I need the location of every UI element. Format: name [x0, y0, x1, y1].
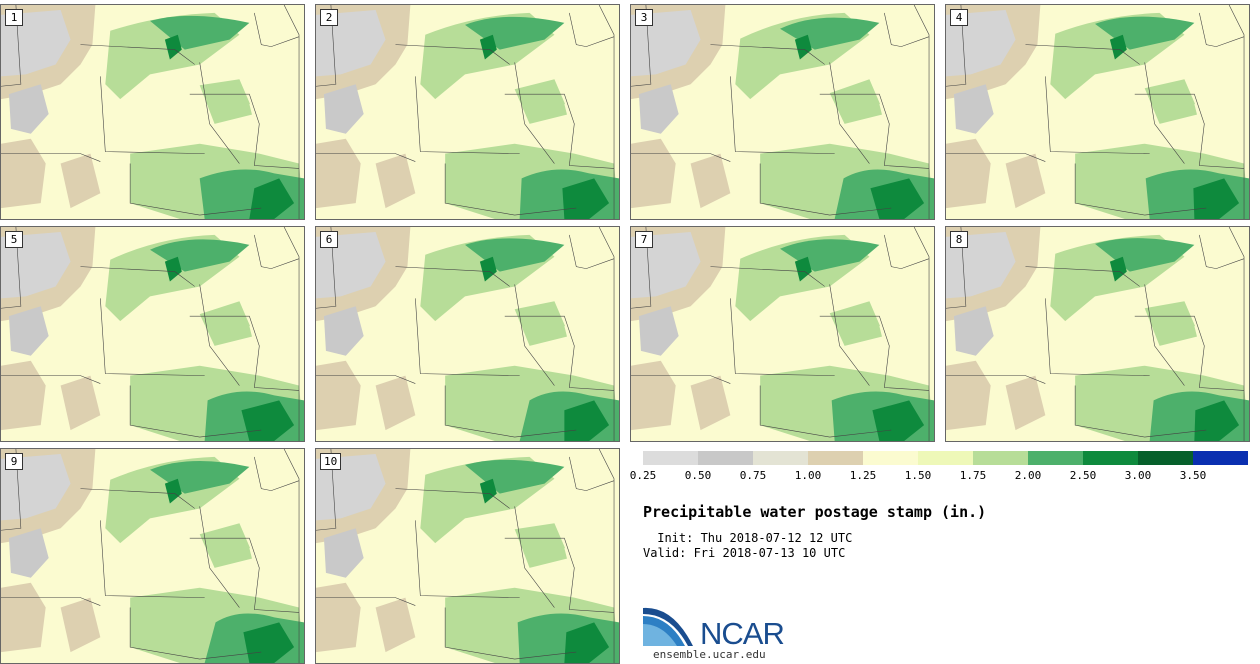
- ncar-logo-icon: [643, 607, 693, 646]
- colorbar-tick-label: 0.75: [739, 469, 767, 482]
- stamp-number-label: 7: [635, 231, 653, 248]
- stamp-number-label: 6: [320, 231, 338, 248]
- map-stamp-9: 9: [0, 448, 305, 664]
- stamp-number-label: 8: [950, 231, 968, 248]
- map-stamp-7: 7: [630, 226, 935, 442]
- colorbar-tick-label: 1.50: [904, 469, 932, 482]
- colorbar-segment: [753, 451, 809, 465]
- colorbar-tick-label: 1.75: [959, 469, 987, 482]
- colorbar-tick-label: 2.50: [1069, 469, 1097, 482]
- colorbar-segment: [1083, 451, 1139, 465]
- colorbar-segment: [1028, 451, 1084, 465]
- colorbar-segment: [698, 451, 754, 465]
- colorbar-segment: [973, 451, 1029, 465]
- colorbar-segment: [643, 451, 699, 465]
- map-stamp-8: 8: [945, 226, 1250, 442]
- stamp-number-label: 4: [950, 9, 968, 26]
- colorbar-tick-label: 3.00: [1124, 469, 1152, 482]
- colorbar-segment: [1138, 451, 1194, 465]
- map-stamp-5: 5: [0, 226, 305, 442]
- colorbar-tick-label: 0.25: [629, 469, 657, 482]
- map-stamp-10: 10: [315, 448, 620, 664]
- site-url: ensemble.ucar.edu: [653, 648, 766, 661]
- stamp-number-label: 2: [320, 9, 338, 26]
- stamp-number-label: 5: [5, 231, 23, 248]
- colorbar-tick-label: 3.50: [1179, 469, 1207, 482]
- stamp-number-label: 10: [320, 453, 342, 470]
- colorbar-segment: [863, 451, 919, 465]
- map-stamp-1: 1: [0, 4, 305, 220]
- colorbar-tick-labels: 0.25 0.50 0.75 1.00 1.25 1.50 1.75 2.00 2.50 3.00…: [620, 469, 1260, 485]
- stamp-number-label: 9: [5, 453, 23, 470]
- map-stamp-2: 2: [315, 4, 620, 220]
- init-time: Init: Thu 2018-07-12 12 UTC: [650, 531, 853, 545]
- map-title: Precipitable water postage stamp (in.): [643, 503, 987, 521]
- valid-time: Valid: Fri 2018-07-13 10 UTC: [643, 546, 846, 560]
- colorbar-segment: [808, 451, 864, 465]
- colorbar-tick-label: 0.50: [684, 469, 712, 482]
- map-stamp-6: 6: [315, 226, 620, 442]
- ncar-logo-text: NCAR: [700, 616, 785, 651]
- colorbar-segment: [1193, 451, 1248, 465]
- colorbar-tick-label: 1.00: [794, 469, 822, 482]
- map-stamp-3: 3: [630, 4, 935, 220]
- map-stamp-4: 4: [945, 4, 1250, 220]
- colorbar: [643, 451, 1248, 465]
- stamp-number-label: 3: [635, 9, 653, 26]
- colorbar-tick-label: 1.25: [849, 469, 877, 482]
- colorbar-tick-label: 2.00: [1014, 469, 1042, 482]
- stamp-number-label: 1: [5, 9, 23, 26]
- colorbar-segment: [918, 451, 974, 465]
